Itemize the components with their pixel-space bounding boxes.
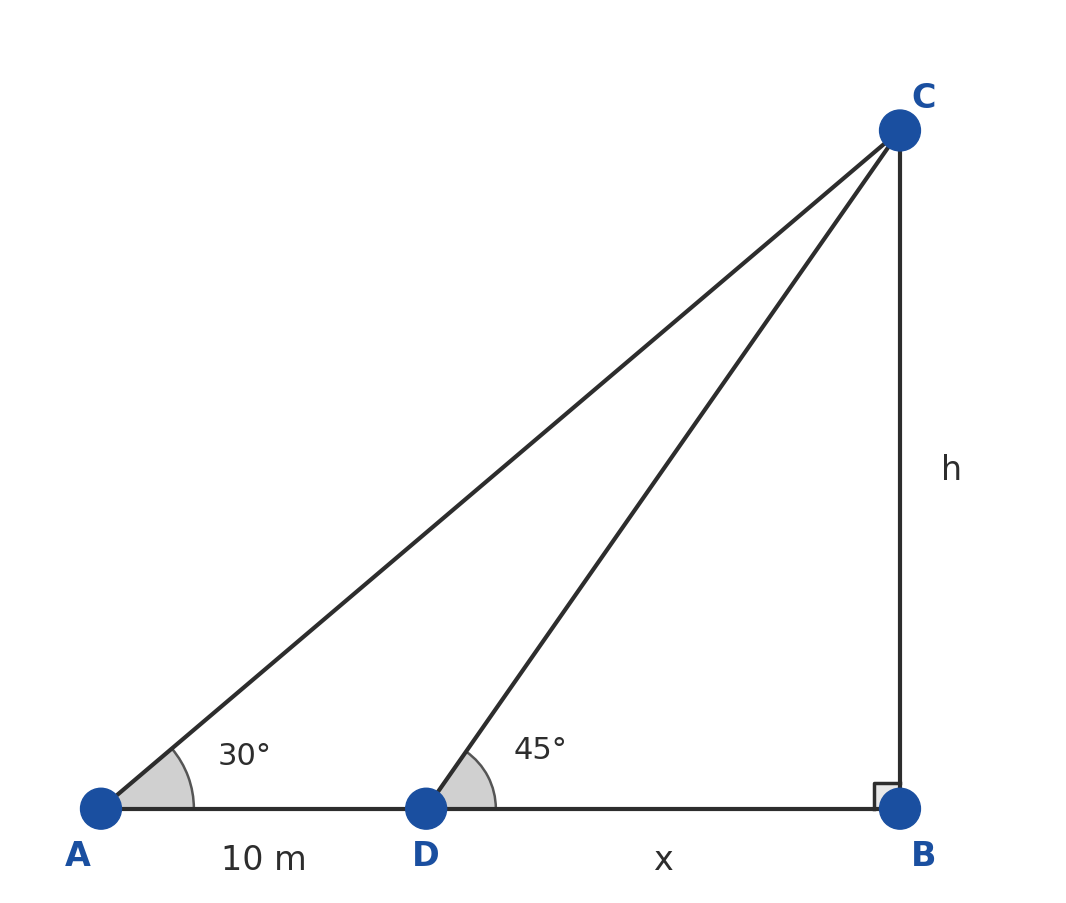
Text: B: B bbox=[910, 839, 936, 871]
Circle shape bbox=[879, 111, 920, 152]
Text: C: C bbox=[911, 82, 936, 116]
Circle shape bbox=[406, 788, 447, 829]
Text: A: A bbox=[65, 839, 91, 871]
Polygon shape bbox=[874, 783, 900, 809]
Text: h: h bbox=[940, 453, 962, 487]
Text: 10 m: 10 m bbox=[221, 843, 306, 876]
Text: x: x bbox=[653, 843, 673, 876]
Wedge shape bbox=[426, 751, 496, 809]
Text: 30°: 30° bbox=[217, 741, 272, 770]
Circle shape bbox=[81, 788, 122, 829]
Wedge shape bbox=[101, 749, 194, 809]
Circle shape bbox=[879, 788, 920, 829]
Text: 45°: 45° bbox=[514, 735, 567, 764]
Text: D: D bbox=[413, 839, 440, 871]
